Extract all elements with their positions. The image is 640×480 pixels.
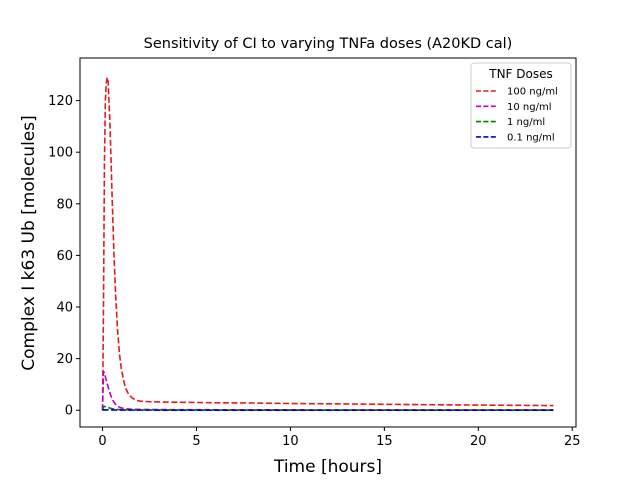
x-axis-ticks: 0 5 10 15 20 25 (98, 427, 581, 449)
legend-label-1: 100 ng/ml (507, 87, 558, 98)
y-tick-label: 80 (56, 197, 73, 212)
x-axis-label: Time [hours] (273, 457, 382, 477)
y-axis-label: Complex I k63 Ub [molecules] (19, 115, 39, 370)
x-tick-label: 5 (192, 434, 200, 449)
y-tick-label: 60 (56, 249, 73, 264)
legend-label-3: 1 ng/ml (507, 117, 545, 128)
legend-label-4: 0.1 ng/ml (507, 132, 555, 143)
x-tick-label: 20 (470, 434, 487, 449)
axes-frame (79, 57, 577, 428)
y-tick-label: 0 (65, 404, 73, 419)
legend-label-2: 10 ng/ml (507, 102, 551, 113)
y-tick-label: 40 (56, 301, 73, 316)
x-tick-label: 0 (98, 434, 106, 449)
series-layer (101, 76, 554, 412)
series-line-1 (101, 76, 554, 411)
legend-title: TNF Doses (488, 67, 553, 81)
chart-title: Sensitivity of CI to varying TNFa doses … (144, 36, 513, 52)
x-tick-label: 10 (282, 434, 299, 449)
y-axis-ticks: 0 20 40 60 80 100 120 (48, 94, 80, 419)
legend-box (470, 62, 572, 149)
legend: TNF Doses 100 ng/ml 10 ng/ml 1 ng/ml 0.1 ng… (470, 62, 572, 149)
series-line-3 (101, 405, 554, 411)
x-tick-label: 25 (564, 434, 581, 449)
x-tick-label: 15 (376, 434, 393, 449)
y-tick-label: 120 (48, 94, 73, 109)
legend-entries: 100 ng/ml 10 ng/ml 1 ng/ml 0.1 ng/ml (476, 87, 558, 143)
y-tick-label: 100 (48, 146, 73, 161)
plot-area: 0 5 10 15 20 25 0 20 40 60 80 100 120 (48, 57, 581, 449)
y-tick-label: 20 (56, 352, 73, 367)
